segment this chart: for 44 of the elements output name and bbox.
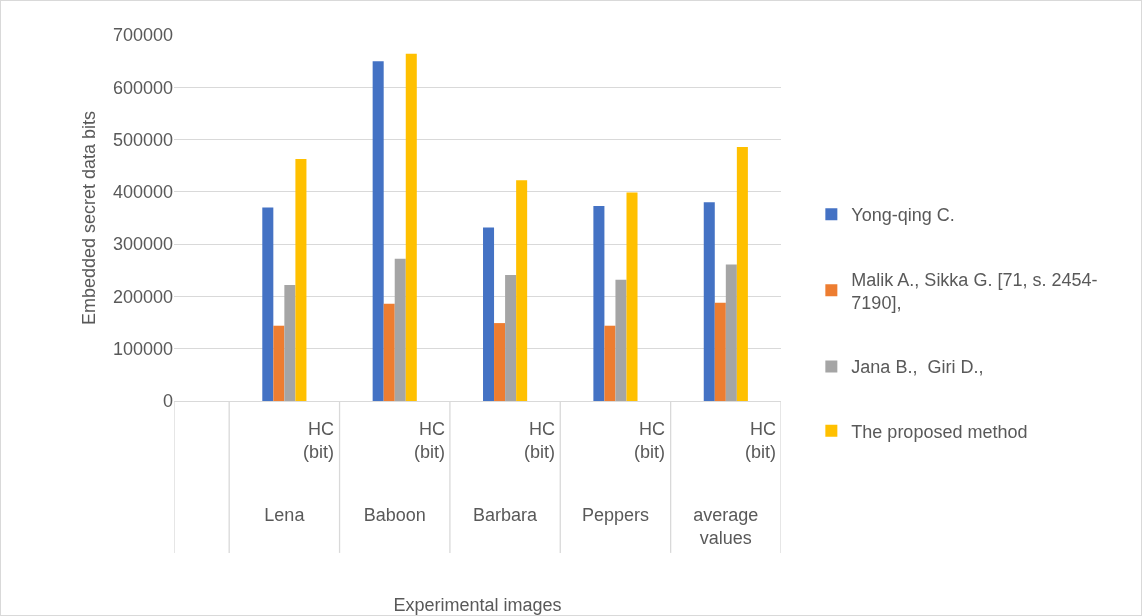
- text: HC (bit): [745, 419, 776, 463]
- legend-label: The proposed method: [851, 421, 1028, 442]
- bar: [736, 146, 748, 401]
- x-tick-label: Barbara: [473, 504, 539, 525]
- bar: [383, 303, 395, 401]
- x-tick-label: Lena: [264, 504, 306, 525]
- bar: [284, 284, 296, 401]
- bar: [593, 205, 605, 401]
- bar: [725, 264, 737, 401]
- text: HC (bit): [414, 419, 445, 463]
- y-tick-label: 200000: [112, 286, 173, 307]
- bar: [394, 258, 406, 401]
- bar: [505, 274, 517, 401]
- x-tick-label: Peppers: [581, 504, 649, 525]
- x-tick-label: Baboon: [363, 504, 426, 525]
- y-tick-label: 300000: [112, 234, 173, 255]
- bar: [494, 323, 506, 401]
- bar: [483, 227, 495, 401]
- x-tick-label: average values: [693, 504, 759, 549]
- text: HC (bit): [524, 419, 555, 463]
- bar: [262, 207, 274, 401]
- y-axis-title: Embedded secret data bits: [79, 110, 100, 326]
- legend-label: Jana B., Giri D.,: [851, 357, 984, 378]
- bar: [372, 61, 384, 401]
- bar: [714, 302, 726, 401]
- y-tick-label: 0: [162, 391, 173, 412]
- bar: [626, 192, 638, 401]
- text: HC (bit): [634, 419, 665, 463]
- bar: [516, 180, 528, 401]
- bar: [703, 202, 715, 401]
- x-axis-title: Experimental images: [393, 595, 562, 615]
- y-tick-label: 400000: [112, 182, 173, 203]
- y-tick-label: 600000: [112, 77, 173, 98]
- bar: [273, 325, 285, 401]
- bar: [295, 158, 307, 401]
- y-tick-label: 100000: [112, 339, 173, 360]
- y-tick-label: 700000: [112, 25, 173, 46]
- bar: [604, 325, 616, 401]
- legend-label: Malik A., Sikka G. [71, s. 2454-7190],: [851, 269, 1098, 314]
- bar: [405, 53, 417, 401]
- y-tick-label: 500000: [112, 129, 173, 150]
- text: HC (bit): [303, 419, 334, 463]
- bar: [615, 279, 627, 401]
- legend-label: Yong-qing C.: [851, 205, 955, 226]
